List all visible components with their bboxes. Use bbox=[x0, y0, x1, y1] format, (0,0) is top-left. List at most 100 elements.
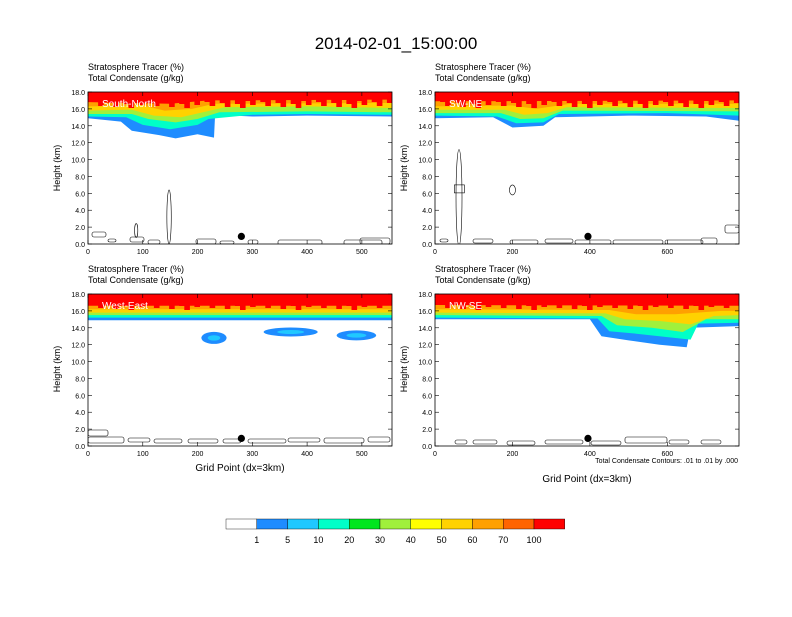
tracer-top-layer bbox=[475, 92, 482, 108]
tracer-top-layer bbox=[561, 294, 568, 301]
tracer-top-layer bbox=[229, 92, 236, 100]
tracer-top-layer bbox=[642, 92, 649, 108]
tracer-top-layer bbox=[541, 92, 547, 105]
location-marker bbox=[237, 434, 245, 442]
y-tick-label: 2.0 bbox=[422, 225, 432, 232]
x-tick-label: 400 bbox=[584, 451, 596, 458]
colorbar-label: 100 bbox=[526, 535, 541, 545]
tracer-top-layer bbox=[321, 294, 327, 308]
tracer-top-layer bbox=[305, 92, 312, 105]
tracer-top-layer bbox=[500, 294, 507, 308]
tracer-top-layer bbox=[556, 294, 563, 308]
tracer-top-layer bbox=[627, 294, 634, 309]
y-tick-label: 10.0 bbox=[71, 158, 85, 165]
colorbar-label: 50 bbox=[437, 535, 447, 545]
tracer-top-layer bbox=[708, 92, 715, 105]
x-tick-label: 500 bbox=[356, 249, 368, 256]
tracer-top-layer bbox=[602, 92, 608, 98]
tracer-top-layer bbox=[607, 294, 613, 304]
y-tick-label: 14.0 bbox=[71, 326, 85, 333]
tracer-top-layer bbox=[204, 294, 211, 304]
condensate-contour bbox=[668, 439, 690, 445]
plot-area bbox=[435, 294, 739, 446]
tracer-top-layer bbox=[571, 294, 578, 309]
tracer-top-layer bbox=[440, 294, 446, 304]
tracer-top-layer bbox=[260, 294, 266, 304]
tracer-top-layer bbox=[632, 92, 639, 100]
x-tick-label: 300 bbox=[246, 249, 258, 256]
tracer-top-layer bbox=[511, 92, 517, 103]
colorbar-swatch bbox=[379, 518, 411, 530]
contour-note: Total Condensate Contours: .01 to .01 by… bbox=[595, 458, 738, 465]
x-tick-label: 600 bbox=[662, 451, 674, 458]
y-axis-label: Height (km) bbox=[52, 346, 62, 393]
y-tick-label: 16.0 bbox=[71, 309, 85, 316]
tracer-top-layer bbox=[561, 92, 568, 99]
tracer-top-layer bbox=[386, 92, 392, 103]
tracer-top-layer bbox=[647, 294, 654, 303]
tracer-top-layer bbox=[683, 92, 689, 107]
tracer-top-layer bbox=[341, 294, 347, 302]
tracer-top-layer bbox=[356, 294, 363, 303]
condensate-contour bbox=[544, 439, 584, 445]
tracer-top-layer bbox=[617, 92, 623, 99]
tracer-top-layer bbox=[138, 294, 145, 307]
tracer-top-layer bbox=[576, 294, 583, 302]
tracer-top-layer bbox=[521, 294, 527, 302]
y-tick-label: 16.0 bbox=[418, 309, 432, 316]
tracer-top-layer bbox=[270, 294, 276, 301]
tracer-top-layer bbox=[341, 92, 347, 100]
tracer-top-layer bbox=[153, 92, 160, 106]
condensate-contour bbox=[88, 429, 109, 437]
tracer-top-layer bbox=[280, 92, 287, 107]
tracer-top-layer bbox=[295, 92, 302, 108]
tracer-top-layer bbox=[546, 294, 553, 300]
tracer-top-layer bbox=[526, 294, 532, 306]
y-tick-label: 6.0 bbox=[75, 191, 85, 198]
tracer-top-layer bbox=[688, 294, 694, 302]
tracer-top-layer bbox=[571, 92, 578, 107]
tracer-blob-core bbox=[346, 333, 367, 338]
tracer-top-layer bbox=[612, 92, 618, 106]
tracer-top-layer bbox=[480, 92, 487, 101]
y-tick-label: 12.0 bbox=[71, 141, 85, 148]
tracer-top-layer bbox=[470, 92, 477, 104]
tracer-top-layer bbox=[713, 294, 720, 300]
tracer-top-layer bbox=[673, 294, 679, 301]
tracer-top-layer bbox=[148, 294, 155, 304]
tracer-top-layer bbox=[465, 294, 471, 302]
tracer-top-layer bbox=[123, 92, 130, 104]
tracer-top-layer bbox=[260, 92, 266, 102]
tracer-top-layer bbox=[158, 294, 165, 301]
tracer-top-layer bbox=[450, 294, 456, 301]
colorbar-label: 5 bbox=[285, 535, 290, 545]
tracer-top-layer bbox=[526, 92, 532, 104]
tracer-top-layer bbox=[495, 294, 502, 304]
condensate-contour bbox=[247, 239, 259, 244]
location-marker bbox=[237, 232, 245, 240]
tracer-top-layer bbox=[123, 294, 130, 306]
condensate-contour bbox=[88, 436, 125, 444]
tracer-top-layer bbox=[592, 294, 598, 303]
x-tick-label: 400 bbox=[301, 249, 313, 256]
tracer-top-layer bbox=[536, 92, 542, 101]
tracer-top-layer bbox=[113, 92, 119, 107]
tracer-top-layer bbox=[113, 294, 119, 309]
tracer-top-layer bbox=[128, 294, 135, 310]
colorbar-swatch bbox=[256, 518, 288, 530]
x-tick-label: 200 bbox=[507, 451, 519, 458]
y-tick-label: 6.0 bbox=[75, 393, 85, 400]
tracer-top-layer bbox=[326, 92, 332, 99]
panel-subtitle-1: Stratosphere Tracer (%) bbox=[88, 264, 184, 274]
tracer-top-layer bbox=[361, 92, 368, 105]
tracer-top-layer bbox=[88, 92, 94, 98]
tracer-top-layer bbox=[688, 92, 694, 100]
tracer-top-layer bbox=[128, 92, 135, 108]
tracer-top-layer bbox=[143, 294, 150, 300]
tracer-top-layer bbox=[224, 92, 231, 107]
tracer-top-layer bbox=[576, 92, 583, 100]
colorbar-swatch bbox=[287, 518, 319, 530]
panel-south-north: Stratosphere Tracer (%) Total Condensate… bbox=[52, 62, 393, 256]
panel-subtitle-2: Total Condensate (g/kg) bbox=[88, 275, 184, 285]
tracer-top-layer bbox=[617, 294, 623, 301]
